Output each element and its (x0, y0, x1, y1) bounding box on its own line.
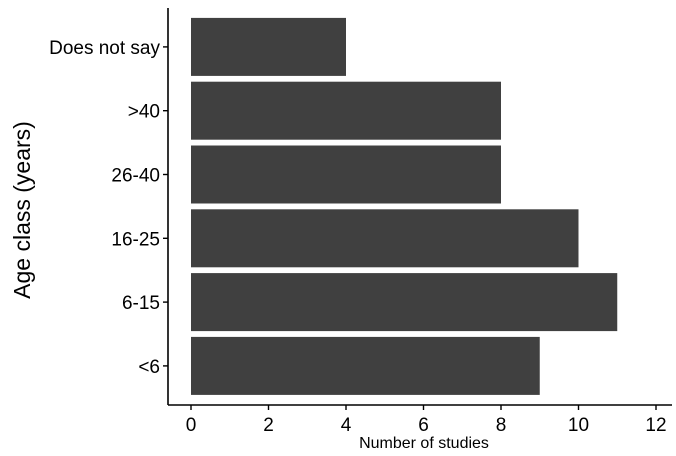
y-tick-label: 16-25 (111, 229, 160, 250)
x-tick-label: 2 (263, 415, 274, 436)
x-axis-title: Number of studies (359, 435, 489, 452)
x-axis-ticks: 0 2 4 6 8 10 12 (186, 405, 667, 436)
y-tick-label: <6 (138, 357, 160, 378)
x-tick-label: 4 (341, 415, 352, 436)
y-axis-title: Age class (years) (9, 121, 35, 299)
bar-6 (191, 336, 540, 395)
x-tick-label: 0 (186, 415, 197, 436)
bar-6-15 (191, 273, 618, 332)
x-tick-label: 6 (418, 415, 429, 436)
y-tick-label: 26-40 (111, 166, 160, 187)
y-tick-label: 6-15 (122, 293, 160, 314)
x-tick-label: 10 (568, 415, 589, 436)
bar-does-not-say (191, 17, 346, 76)
y-tick-label: Does not say (49, 38, 160, 59)
bar-26-40 (191, 145, 501, 204)
y-tick-label: >40 (128, 102, 160, 123)
bar-16-25 (191, 209, 579, 268)
x-tick-label: 8 (496, 415, 507, 436)
bar-40 (191, 81, 501, 140)
x-tick-label: 12 (645, 415, 666, 436)
bars-group (191, 17, 618, 395)
y-axis-ticks: <6 6-15 16-25 26-40 >40 Does not say (49, 38, 168, 378)
